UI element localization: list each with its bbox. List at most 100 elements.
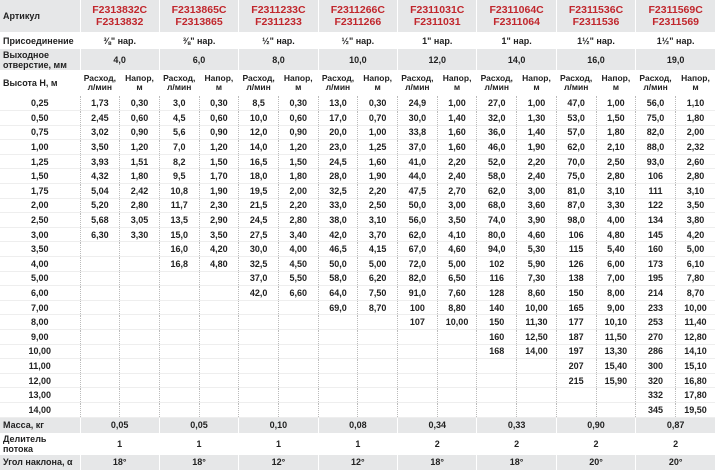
head-value: 7,80 <box>674 271 715 287</box>
mass-cell: 0,87 <box>635 416 715 434</box>
flow-header: Расход, л/мин <box>555 70 596 96</box>
flow-value <box>397 373 438 389</box>
head-value: 1,40 <box>516 125 557 141</box>
divider-cell: 2 <box>397 432 477 455</box>
head-value: 4,60 <box>436 241 477 258</box>
angle-cell: 18° <box>476 453 557 470</box>
angle-cell: 20° <box>635 453 715 470</box>
flow-value <box>317 387 358 403</box>
head-value: 7,00 <box>595 271 636 287</box>
connection-cell: ⅜" нар. <box>158 32 239 49</box>
flow-value: 19,5 <box>238 183 279 199</box>
head-value: 8,00 <box>595 285 636 301</box>
article-code: F2311536 <box>572 16 620 28</box>
head-header: Напор, м <box>595 70 636 96</box>
article-cell: F2313832C F2313832 <box>79 0 160 32</box>
flow-value: 9,5 <box>158 168 200 185</box>
flow-header: Расход, л/мин <box>397 70 438 96</box>
head-value: 1,50 <box>277 154 319 170</box>
table-row: Высота Н, м Расход, л/мин Напор, м Расход, … <box>0 70 715 96</box>
head-value: 4,00 <box>595 212 636 228</box>
article-code: F2311233 <box>255 16 302 28</box>
head-value: 2,60 <box>674 154 715 170</box>
flow-value: 207 <box>555 358 596 374</box>
mass-cell: 0,10 <box>238 416 319 434</box>
height-value: 0,50 <box>0 110 80 126</box>
flow-value: 253 <box>635 314 676 330</box>
mass-cell: 0,33 <box>476 416 557 434</box>
flow-value: 270 <box>635 329 676 345</box>
flow-value: 2,45 <box>79 110 120 126</box>
head-value <box>357 358 398 374</box>
flow-value: 56,0 <box>635 96 676 112</box>
head-value <box>277 314 319 330</box>
angle-cell: 12° <box>317 453 398 470</box>
height-value: 2,50 <box>0 212 80 228</box>
head-value <box>198 402 239 418</box>
outlet-cell: 12,0 <box>397 49 477 70</box>
flow-value: 134 <box>635 212 676 228</box>
flow-value: 47,0 <box>555 96 596 112</box>
head-value <box>357 373 398 389</box>
table-row: 7,00 69,0 8,70 100 8,80 140 10,00 165 9,00 233 10,… <box>0 300 715 316</box>
flow-value: 233 <box>635 300 676 316</box>
height-value: 0,25 <box>0 96 80 112</box>
flow-value: 75,0 <box>635 110 676 126</box>
article-cell: F2311536C F2311536 <box>555 0 636 32</box>
flow-value <box>238 344 279 360</box>
head-value <box>119 241 160 258</box>
head-value: 1,90 <box>198 183 239 199</box>
head-value: 3,70 <box>357 227 398 243</box>
head-value <box>198 344 239 360</box>
head-value: 1,10 <box>674 96 715 112</box>
head-value <box>198 358 239 374</box>
flow-value: 187 <box>555 329 596 345</box>
table-row: Артикул F2313832C F2313832 F2313865C F231386… <box>0 0 715 32</box>
flow-value <box>317 402 358 418</box>
head-value: 0,90 <box>198 125 239 141</box>
height-value: 13,00 <box>0 387 80 403</box>
head-value: 3,50 <box>436 212 477 228</box>
flow-value <box>397 402 438 418</box>
flow-value: 126 <box>555 256 596 272</box>
flow-value: 177 <box>555 314 596 330</box>
head-value: 3,50 <box>198 227 239 243</box>
article-code: F2311031 <box>413 16 461 28</box>
head-value: 3,00 <box>436 198 477 214</box>
head-value: 14,10 <box>674 344 715 360</box>
flow-value: 5,6 <box>158 125 200 141</box>
head-value <box>277 300 319 316</box>
angle-cell: 20° <box>555 453 636 470</box>
head-value: 8,70 <box>674 285 715 301</box>
flow-header: Расход, л/мин <box>238 70 279 96</box>
flow-value: 18,0 <box>238 168 279 185</box>
head-value <box>595 387 636 403</box>
table-row: 5,00 37,0 5,50 58,0 6,20 82,0 6,50 116 7,30 138 7,… <box>0 271 715 287</box>
head-value <box>119 358 160 374</box>
head-value: 5,50 <box>277 271 319 287</box>
flow-value: 4,32 <box>79 168 120 185</box>
flow-value: 3,50 <box>79 139 120 155</box>
flow-value: 57,0 <box>555 125 596 141</box>
head-value: 6,60 <box>277 285 319 301</box>
height-value: 3,50 <box>0 241 80 258</box>
head-value: 1,60 <box>357 154 398 170</box>
head-value: 2,42 <box>119 183 160 199</box>
flow-value: 62,0 <box>397 227 438 243</box>
row-label: Делитель потока <box>0 432 80 455</box>
divider-cell: 2 <box>635 432 715 455</box>
head-value: 11,50 <box>595 329 636 345</box>
flow-value: 116 <box>476 271 517 287</box>
head-value: 10,10 <box>595 314 636 330</box>
flow-value: 150 <box>555 285 596 301</box>
outlet-cell: 19,0 <box>635 49 715 70</box>
flow-value: 16,0 <box>158 241 200 258</box>
head-value: 3,10 <box>674 183 715 199</box>
mass-cell: 0,05 <box>158 416 239 434</box>
flow-value: 74,0 <box>476 212 517 228</box>
flow-value <box>238 402 279 418</box>
flow-value: 7,0 <box>158 139 200 155</box>
head-value: 1,20 <box>198 139 239 155</box>
height-value: 7,00 <box>0 300 80 316</box>
